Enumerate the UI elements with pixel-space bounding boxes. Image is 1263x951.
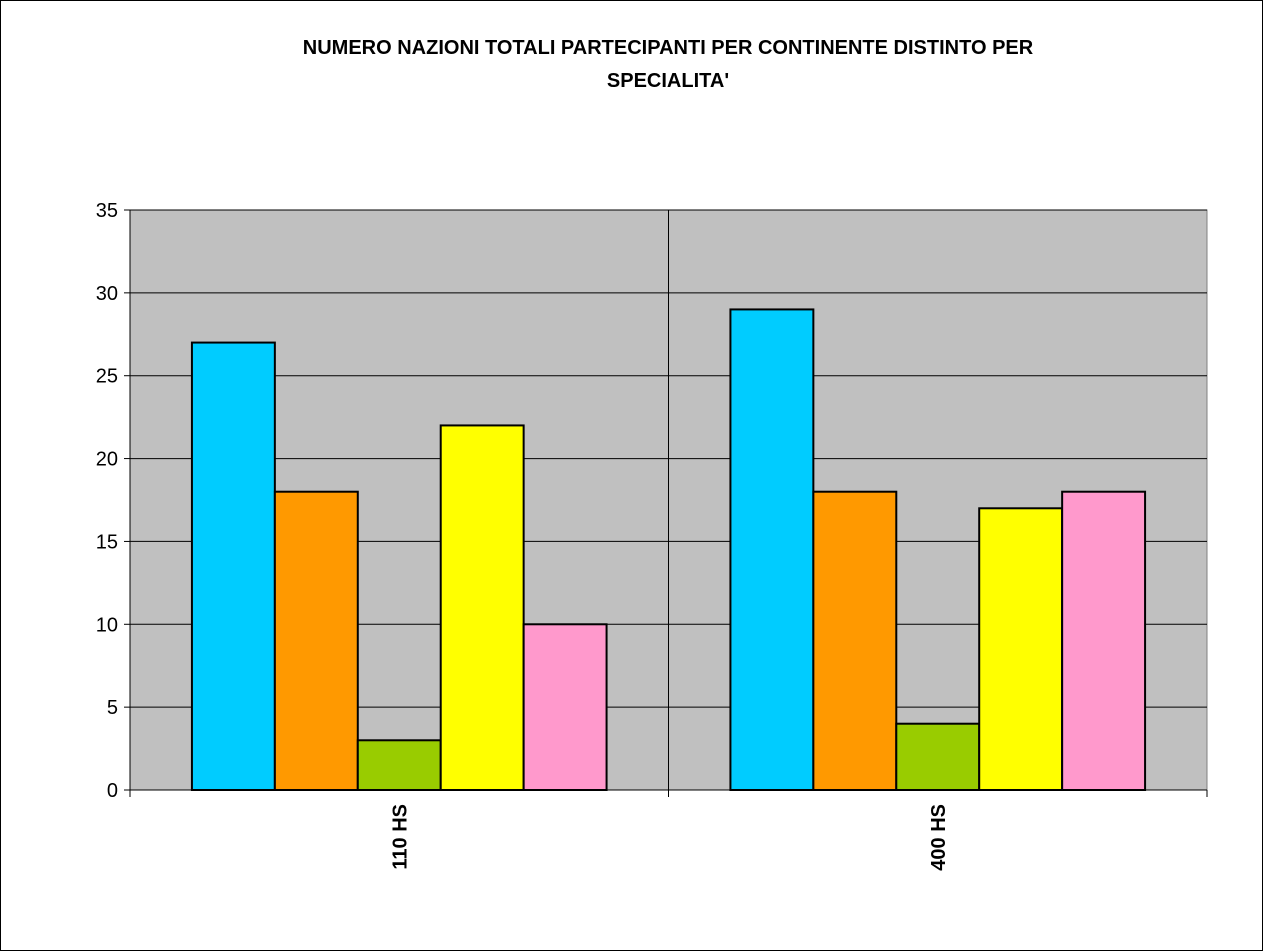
y-tick-label: 30 [96,283,118,305]
bar [729,308,815,791]
x-tick-label: 110 HS [389,804,411,870]
y-tick-label: 5 [107,697,118,719]
chart-title: SPECIALITA' [607,70,729,92]
bar [895,722,981,792]
y-tick-label: 35 [96,200,118,222]
bar [190,341,276,791]
y-tick-label: 25 [96,366,118,388]
y-tick-label: 15 [96,531,118,553]
y-tick-label: 0 [107,780,118,802]
bar [356,739,442,791]
bar [439,424,525,791]
bar [1061,490,1147,791]
bar [978,507,1064,791]
bar [522,623,608,791]
x-tick-label: 400 HS [928,804,950,871]
bar [273,490,359,791]
y-tick-label: 20 [96,449,118,471]
bar [812,490,898,791]
y-tick-label: 10 [96,614,118,636]
chart-title: NUMERO NAZIONI TOTALI PARTECIPANTI PER C… [303,37,1034,59]
